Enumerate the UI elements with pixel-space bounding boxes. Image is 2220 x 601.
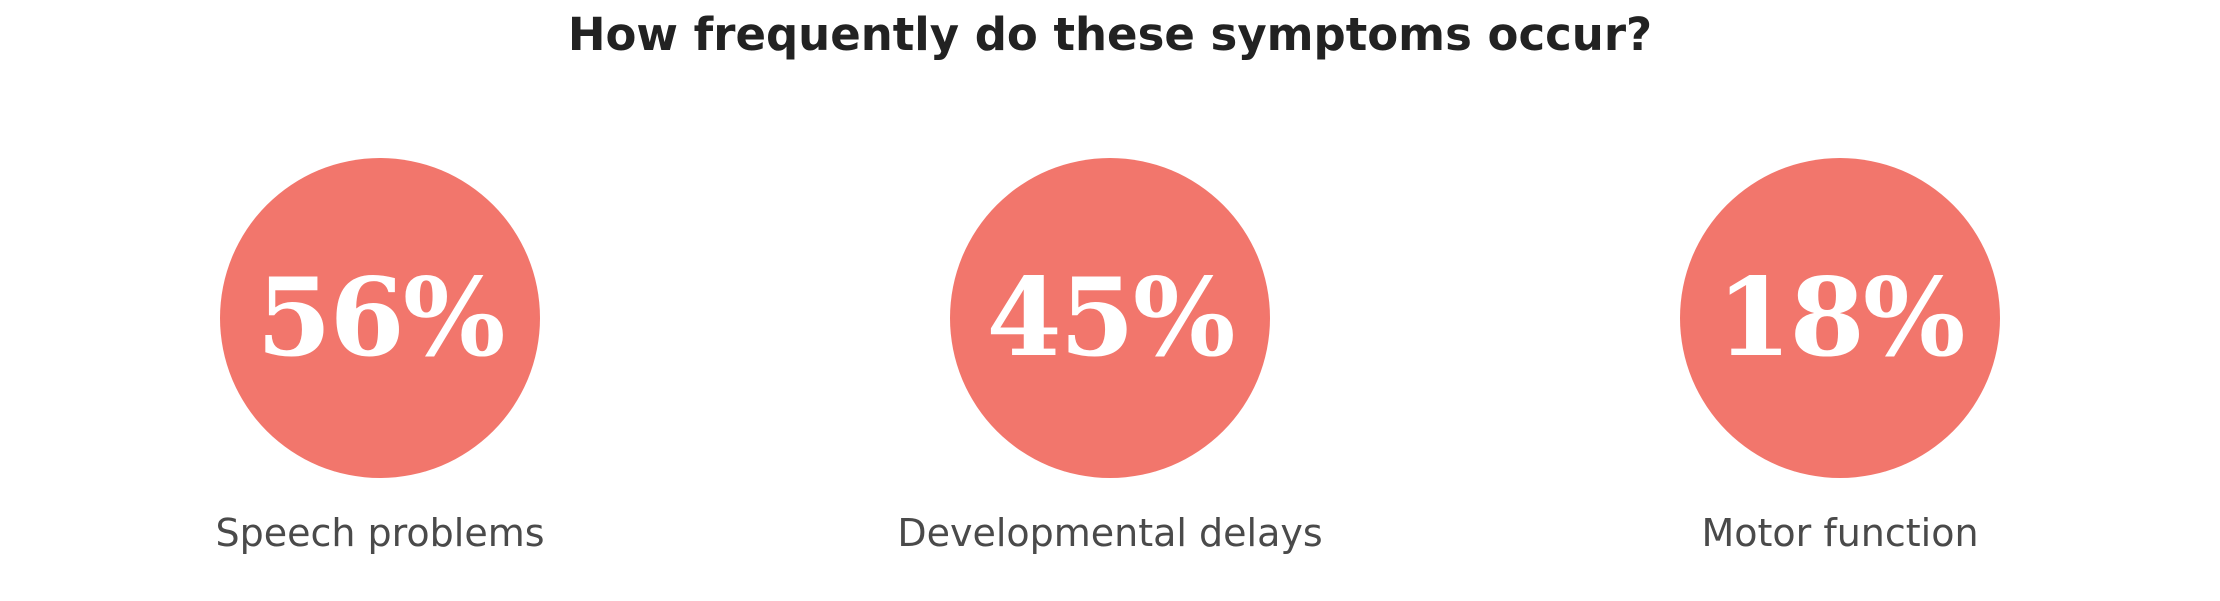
stat-circle: 18% [1680,158,2000,478]
stat-circle: 45% [950,158,1270,478]
stat-value: 18% [1716,255,1966,381]
stat-row: 56% Speech problems 45% Developmental de… [0,158,2220,578]
stat-circle: 56% [220,158,540,478]
stat-developmental-delays: 45% Developmental delays [730,158,1490,578]
chart-title: How frequently do these symptoms occur? [567,8,1653,61]
stat-label: Motor function [1701,511,1979,555]
stat-label: Speech problems [215,511,545,555]
stat-value: 45% [986,255,1236,381]
stat-speech-problems: 56% Speech problems [0,158,760,578]
stat-value: 56% [256,255,506,381]
stat-motor-function: 18% Motor function [1460,158,2220,578]
stat-label: Developmental delays [897,511,1323,555]
